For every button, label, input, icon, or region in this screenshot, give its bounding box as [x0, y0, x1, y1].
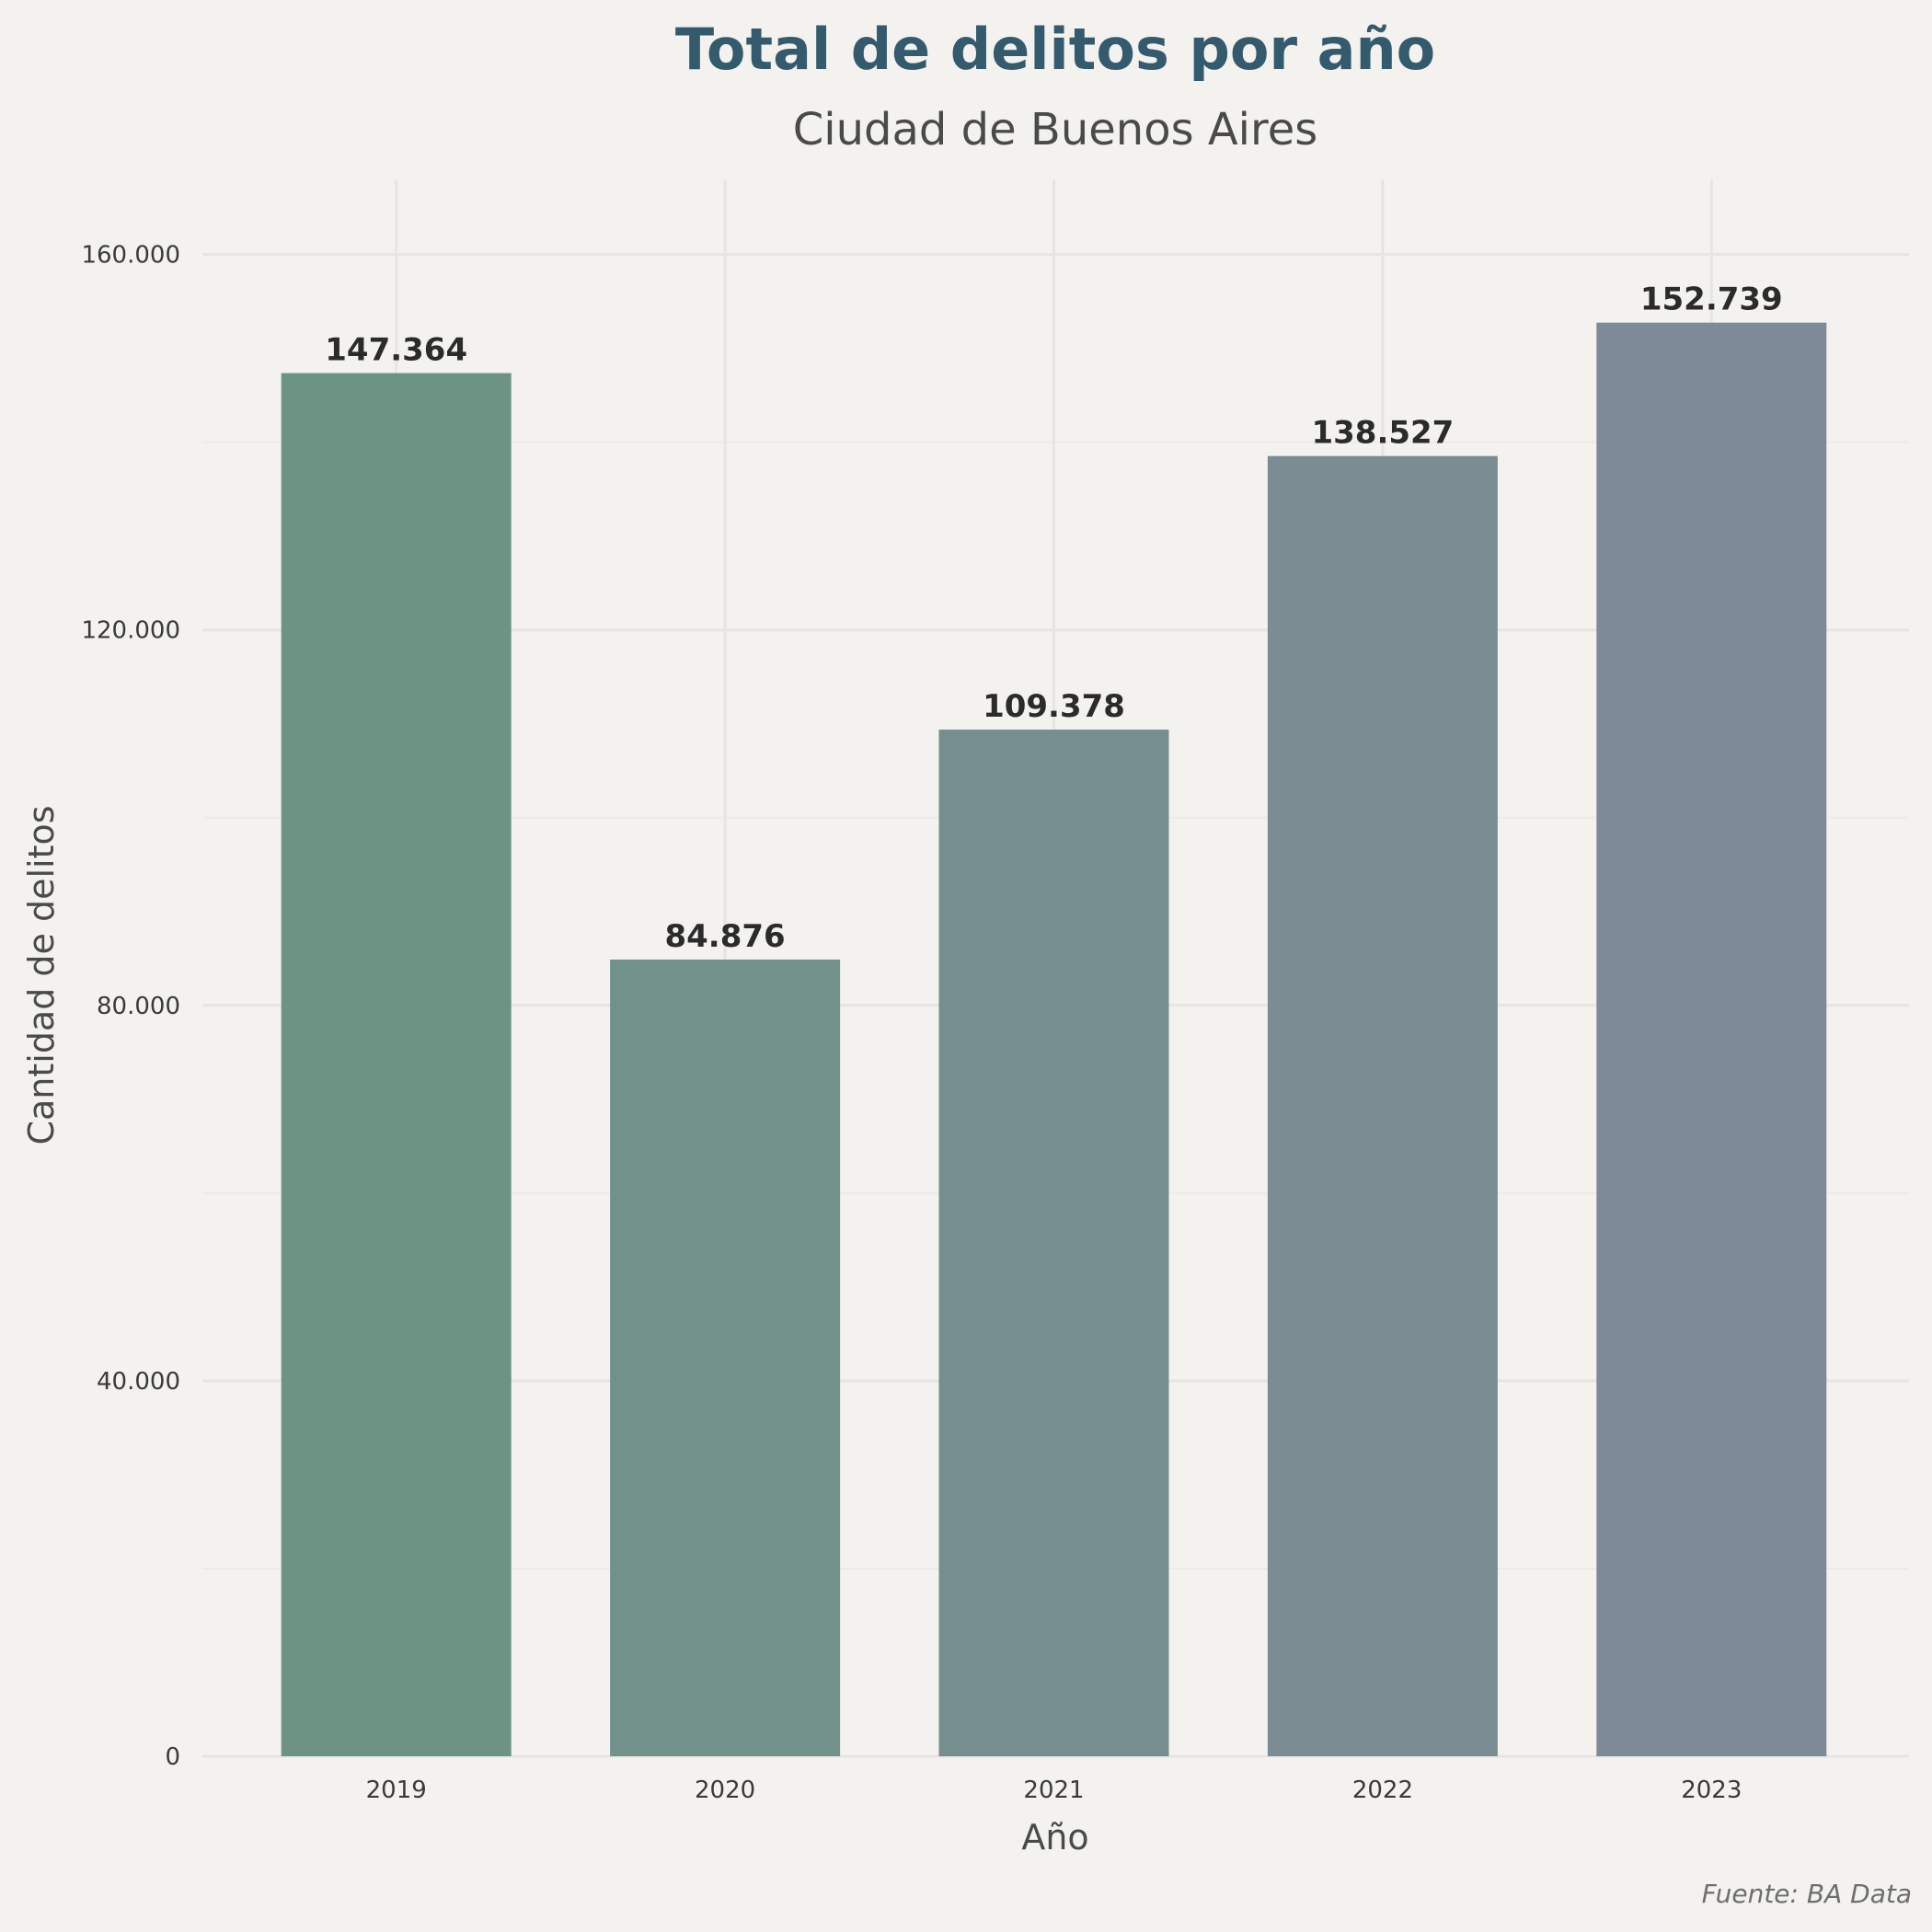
bar-value-label: 152.739 [1640, 282, 1783, 318]
bar-2023 [1596, 322, 1827, 1757]
x-axis-title: Año [1021, 1817, 1088, 1857]
bar-value-label: 138.527 [1311, 415, 1454, 452]
bar-value-labels: 147.364 84.876 109.378 138.527 152.739 [325, 282, 1782, 955]
x-tick-label: 2022 [1352, 1777, 1413, 1804]
x-tick-label: 2019 [366, 1777, 427, 1804]
source-caption: Fuente: BA Data [1702, 1879, 1912, 1909]
y-tick-label: 0 [165, 1743, 180, 1771]
x-tick-label: 2020 [695, 1777, 755, 1804]
y-axis-title: Cantidad de delitos [21, 805, 62, 1144]
y-axis-ticks: 0 40.000 80.000 120.000 160.000 [81, 242, 180, 1771]
y-tick-label: 160.000 [81, 242, 180, 270]
y-tick-label: 120.000 [81, 617, 180, 645]
bar-value-label: 84.876 [664, 918, 785, 955]
y-tick-label: 40.000 [97, 1368, 180, 1396]
x-tick-label: 2023 [1681, 1777, 1742, 1804]
bar-value-label: 147.364 [325, 332, 467, 369]
bar-value-label: 109.378 [983, 688, 1125, 725]
bar-2022 [1267, 455, 1498, 1756]
y-tick-label: 80.000 [97, 993, 180, 1020]
x-tick-label: 2021 [1023, 1777, 1084, 1804]
chart-subtitle: Ciudad de Buenos Aires [793, 104, 1317, 155]
bars [281, 322, 1827, 1757]
x-axis-ticks: 2019 2020 2021 2022 2023 [366, 1777, 1742, 1804]
bar-2021 [938, 730, 1169, 1756]
bar-2019 [281, 373, 512, 1756]
chart-title: Total de delitos por año [675, 16, 1435, 83]
bar-2020 [610, 960, 841, 1756]
